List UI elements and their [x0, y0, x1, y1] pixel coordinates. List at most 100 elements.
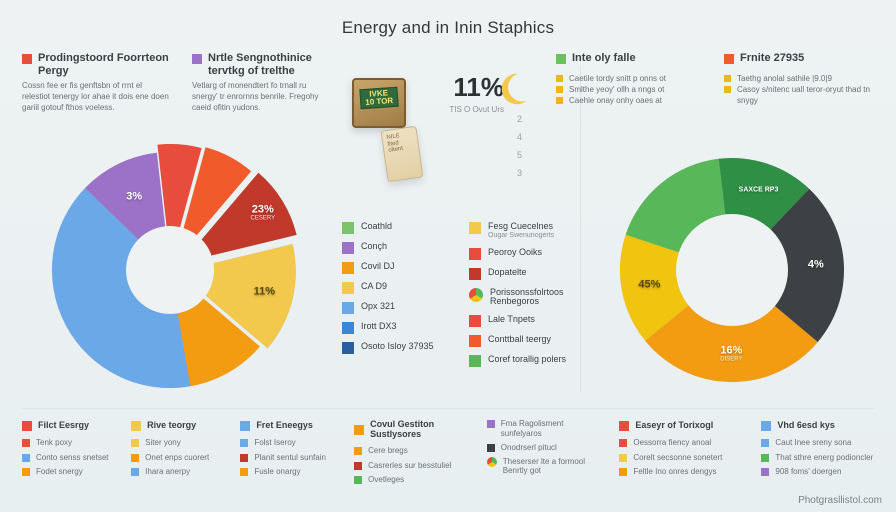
legend-swatch [469, 315, 481, 327]
group-swatch [619, 421, 629, 431]
header-title: Frnite 27935 [740, 52, 804, 65]
header-bullet: Taethg anolal sathile |9.0|9 [724, 73, 874, 84]
pie-slice-label: 23%CESERY [251, 204, 276, 221]
legend-swatch [342, 242, 354, 254]
axis-scale: 2 4 5 3 [517, 114, 522, 178]
row-text: Fma Ragolisment sunfelyaros [501, 419, 600, 437]
row-text: Fusle onargy [254, 467, 300, 476]
row-swatch [619, 468, 627, 476]
row-text: Feltle Ino onres dengys [633, 467, 716, 476]
center-legend: CoathldConçhCovil DJCA D9Opx 321Irott DX… [342, 222, 574, 367]
legend-item: Conttball teergy [469, 335, 574, 347]
group-swatch [22, 421, 32, 431]
group-row: Fma Ragolisment sunfelyaros [487, 419, 600, 437]
infographic-page: Energy and in Inin Staphics Prodingstoor… [0, 0, 896, 512]
row-swatch [22, 454, 30, 462]
group-row: Casrerles sur besstuliel [354, 461, 467, 470]
group-row: Tenk poxy [22, 438, 111, 447]
row-swatch [131, 439, 139, 447]
legend-text: Osoto Isloy 37935 [361, 342, 434, 352]
group-row: Fodet snergy [22, 467, 111, 476]
header-col-1: Prodingstoord Foorrteon PergyCossn fee e… [22, 52, 172, 114]
bullet-swatch [556, 75, 563, 82]
row-text: Onodrserl pitucl [501, 443, 557, 452]
legend-text: Porissonssfolrtoos Renbegoros [490, 288, 574, 308]
group-row: Oessorra fiency anoal [619, 438, 741, 447]
group-row: Fusle onargy [240, 467, 334, 476]
legend-item: Covil DJ [342, 262, 447, 274]
row-swatch [131, 454, 139, 462]
bottom-group: Fma Ragolisment sunfelyaros Onodrserl pit… [487, 419, 600, 484]
row-text: Fodet snergy [36, 467, 83, 476]
row-swatch [761, 468, 769, 476]
bullet-swatch [724, 75, 731, 82]
row-swatch [761, 439, 769, 447]
scale-tick: 2 [517, 114, 522, 124]
bullet-text: Taethg anolal sathile |9.0|9 [737, 73, 832, 84]
bullet-text: Casoy s/nitenc uall teror-oryut thad tn … [737, 84, 874, 106]
moon-path [502, 74, 527, 105]
legend-text: Covil DJ [361, 262, 395, 272]
vertical-separator [580, 66, 581, 392]
center-legend-col-left: CoathldConçhCovil DJCA D9Opx 321Irott DX… [342, 222, 447, 367]
pie-chart-left: 3%23%CESERY11% [32, 132, 308, 408]
group-swatch [131, 421, 141, 431]
legend-item: Conçh [342, 242, 447, 254]
bottom-group: Easeyr of Torixogl Oessorra fiency anoal C… [619, 419, 741, 484]
bottom-group: Vhd 6esd kysCaut Inee sreny sonaThat sth… [761, 419, 874, 484]
row-text: 908 foms' doergen [775, 467, 841, 476]
legend-text: Dopatelte [488, 268, 527, 278]
legend-item: Irott DX3 [342, 322, 447, 334]
row-swatch [354, 447, 362, 455]
header-swatch [192, 54, 202, 64]
row-text: Conto senss snetset [36, 453, 108, 462]
row-text: Cere bregs [368, 446, 408, 455]
bullet-swatch [724, 86, 731, 93]
bullet-swatch [556, 86, 563, 93]
legend-text: CA D9 [361, 282, 387, 292]
header-swatch [724, 54, 734, 64]
group-row: Siter yony [131, 438, 220, 447]
row-text: Onet enps cuorert [145, 453, 209, 462]
pie-slice-label: 3% [126, 192, 142, 203]
header-bullets: Taethg anolal sathile |9.0|9Casoy s/nite… [724, 73, 874, 107]
legend-swatch [342, 302, 354, 314]
legend-text: Irott DX3 [361, 322, 397, 332]
pie-slice-label: 45% [638, 280, 660, 291]
product-card: NILE fited oltent [381, 126, 424, 183]
legend-text: Conçh [361, 242, 387, 252]
legend-item: Coref torallig polers [469, 355, 574, 367]
header-col-3: Inte oly falleCaetile tordy snitt p onns… [556, 52, 704, 114]
scale-tick: 4 [517, 132, 522, 142]
legend-item: Opx 321 [342, 302, 447, 314]
bottom-group: Rive teorgySiter yonyOnet enps cuorertIh… [131, 419, 220, 484]
scale-tick: 3 [517, 168, 522, 178]
group-row: Onet enps cuorert [131, 453, 220, 462]
row-swatch [619, 439, 627, 447]
row-swatch [761, 454, 769, 462]
bread-label: IVKE 10 TOR [359, 87, 398, 110]
row-text: Siter yony [145, 438, 181, 447]
group-title: Fret Eneegys [256, 420, 313, 430]
legend-item: Porissonssfolrtoos Renbegoros [469, 288, 574, 308]
scale-tick: 5 [517, 150, 522, 160]
group-title: Filct Eesrgy [38, 420, 89, 430]
bullet-text: Smlthe yeoy' ollh a nngs ot [569, 84, 664, 95]
row-swatch [487, 444, 495, 452]
row-swatch [487, 420, 495, 428]
row-text: Corelt secsonne sonetert [633, 453, 722, 462]
row-swatch [240, 454, 248, 462]
header-bullets: Caetile tordy snitt p onns otSmlthe yeoy… [556, 73, 704, 107]
legend-item: Lale Tnpets [469, 315, 574, 327]
row-text: Ovetleges [368, 475, 404, 484]
bottom-group: Filct Eesrgy Tenk poxy Conto senss snetset… [22, 419, 111, 484]
pie-slice-label: 4% [808, 260, 824, 271]
header-body: Cossn fee er fis genftsbn of rrnt el rel… [22, 81, 172, 113]
group-row: Corelt secsonne sonetert [619, 453, 741, 462]
group-title: Easeyr of Torixogl [635, 420, 713, 430]
center-legend-col-right: Fesg CuecelnesOugar SwenunogertsPeoroy O… [469, 222, 574, 367]
bullet-text: Caetile tordy snitt p onns ot [569, 73, 666, 84]
bottom-legend-strip: Filct Eesrgy Tenk poxy Conto senss snetset… [22, 408, 874, 484]
group-row: Caut Inee sreny sona [761, 438, 874, 447]
row-swatch [240, 439, 248, 447]
